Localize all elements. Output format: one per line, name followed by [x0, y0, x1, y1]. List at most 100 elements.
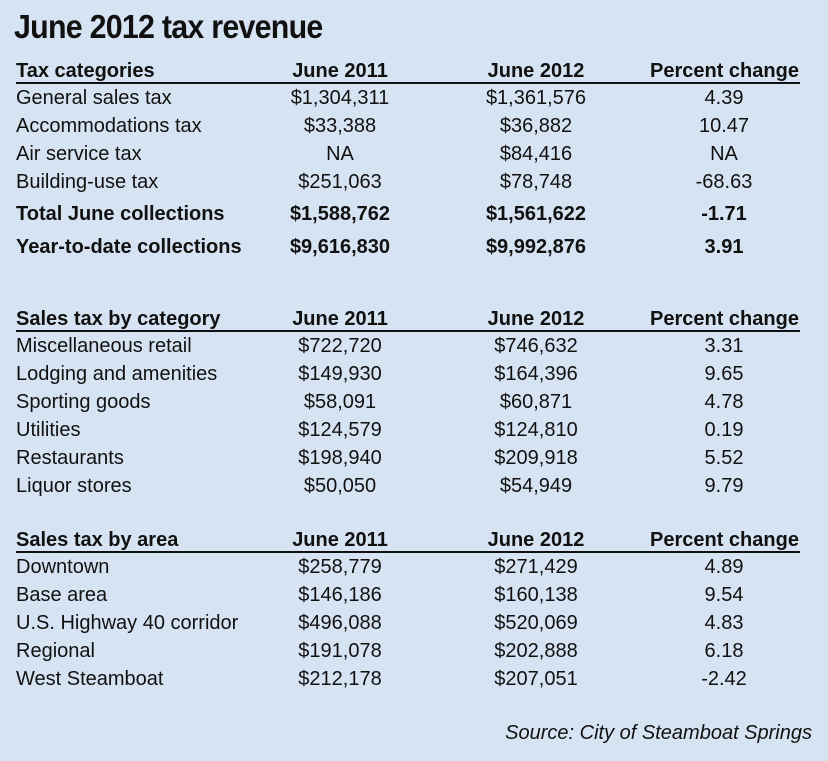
value-2011: $149,930: [298, 363, 382, 385]
percent-change: 0.19: [704, 419, 744, 441]
percent-change: 10.47: [698, 115, 750, 137]
table-row: Miscellaneous retail $722,720 $746,632 3…: [0, 332, 828, 360]
tax-categories-table: Tax categories June 2011 June 2012 Perce…: [0, 58, 828, 262]
value-2011: $251,063: [298, 171, 382, 193]
row-label: Base area: [16, 584, 108, 606]
percent-change: 9.65: [704, 363, 744, 385]
value-2011: $50,050: [303, 475, 377, 497]
value-2012: $520,069: [494, 612, 578, 634]
row-label: Regional: [16, 640, 95, 662]
header-area: Sales tax by area: [16, 529, 800, 553]
header-june-2012: June 2012: [487, 308, 585, 330]
row-label: Air service tax: [16, 143, 142, 165]
value-2012: $36,882: [499, 115, 573, 137]
value-2011: $33,388: [303, 115, 377, 137]
value-2011: $191,078: [298, 640, 382, 662]
value-2012: $271,429: [494, 556, 578, 578]
table-header: Sales tax by category June 2011 June 201…: [0, 306, 828, 332]
value-2011: $124,579: [298, 419, 382, 441]
value-2012: $60,871: [499, 391, 573, 413]
row-label: Total June collections: [16, 203, 225, 225]
value-2012: $746,632: [494, 335, 578, 357]
source-credit: Source: City of Steamboat Springs: [505, 722, 812, 744]
row-label: U.S. Highway 40 corridor: [16, 612, 239, 634]
table-row: Base area $146,186 $160,138 9.54: [0, 581, 828, 609]
value-2012: $9,992,876: [485, 236, 587, 258]
header-percent-change: Percent change: [650, 308, 799, 330]
table-row: Utilities $124,579 $124,810 0.19: [0, 416, 828, 444]
table-row: Air service tax NA $84,416 NA: [0, 140, 828, 168]
value-2011: $9,616,830: [289, 236, 391, 258]
value-2011: $722,720: [298, 335, 382, 357]
value-2012: $54,949: [499, 475, 573, 497]
table-row: West Steamboat $212,178 $207,051 -2.42: [0, 665, 828, 693]
table-row: Building-use tax $251,063 $78,748 -68.63: [0, 168, 828, 196]
value-2012: $209,918: [494, 447, 578, 469]
percent-change: 4.89: [704, 556, 744, 578]
percent-change: 9.54: [704, 584, 744, 606]
row-label: Year-to-date collections: [16, 236, 242, 258]
table-row: Liquor stores $50,050 $54,949 9.79: [0, 472, 828, 500]
value-2011: $258,779: [298, 556, 382, 578]
percent-change: -2.42: [701, 668, 747, 690]
table-row: Lodging and amenities $149,930 $164,396 …: [0, 360, 828, 388]
table-row: Accommodations tax $33,388 $36,882 10.47: [0, 112, 828, 140]
table-header: Sales tax by area June 2011 June 2012 Pe…: [0, 527, 828, 553]
percent-change: 4.83: [704, 612, 744, 634]
value-2011: $146,186: [298, 584, 382, 606]
value-2012: $1,561,622: [485, 203, 587, 225]
table-row: Regional $191,078 $202,888 6.18: [0, 637, 828, 665]
header-june-2011: June 2011: [292, 308, 388, 330]
row-label: Utilities: [16, 419, 81, 441]
row-label: Downtown: [16, 556, 110, 578]
value-2012: $124,810: [494, 419, 578, 441]
table-header: Tax categories June 2011 June 2012 Perce…: [0, 58, 828, 84]
total-row: Year-to-date collections $9,616,830 $9,9…: [0, 229, 828, 262]
row-label: Sporting goods: [16, 391, 151, 413]
table-row: Downtown $258,779 $271,429 4.89: [0, 553, 828, 581]
value-2011: NA: [326, 143, 354, 165]
percent-change: 3.31: [704, 335, 744, 357]
row-label: Liquor stores: [16, 475, 132, 497]
percent-change: 4.39: [704, 87, 744, 109]
table-row: Sporting goods $58,091 $60,871 4.78: [0, 388, 828, 416]
header-june-2012: June 2012: [487, 529, 585, 551]
percent-change: -68.63: [695, 171, 753, 193]
row-label: Accommodations tax: [16, 115, 202, 137]
percent-change: 6.18: [704, 640, 744, 662]
percent-change: 4.78: [704, 391, 744, 413]
total-row: Total June collections $1,588,762 $1,561…: [0, 196, 828, 229]
header-category: Tax categories: [16, 60, 800, 84]
value-2011: $58,091: [303, 391, 377, 413]
value-2012: $202,888: [494, 640, 578, 662]
table-row: Restaurants $198,940 $209,918 5.52: [0, 444, 828, 472]
table-row: U.S. Highway 40 corridor $496,088 $520,0…: [0, 609, 828, 637]
value-2012: $160,138: [494, 584, 578, 606]
header-june-2011: June 2011: [292, 60, 388, 82]
value-2012: $78,748: [499, 171, 573, 193]
row-label: General sales tax: [16, 87, 172, 109]
header-percent-change: Percent change: [650, 60, 799, 82]
value-2011: $212,178: [298, 668, 382, 690]
value-2012: $164,396: [494, 363, 578, 385]
value-2012: $84,416: [499, 143, 573, 165]
row-label: Building-use tax: [16, 171, 159, 193]
percent-change: 5.52: [704, 447, 744, 469]
table-row: General sales tax $1,304,311 $1,361,576 …: [0, 84, 828, 112]
percent-change: 9.79: [704, 475, 744, 497]
value-2012: $1,361,576: [485, 87, 587, 109]
header-june-2011: June 2011: [292, 529, 388, 551]
value-2011: $1,304,311: [290, 87, 390, 109]
row-label: Lodging and amenities: [16, 363, 218, 385]
percent-change: -1.71: [701, 203, 747, 225]
value-2011: $1,588,762: [289, 203, 391, 225]
row-label: Restaurants: [16, 447, 124, 469]
row-label: Miscellaneous retail: [16, 335, 192, 357]
value-2012: $207,051: [494, 668, 578, 690]
header-category: Sales tax by category: [16, 308, 800, 332]
percent-change: NA: [710, 143, 738, 165]
value-2011: $496,088: [298, 612, 382, 634]
value-2011: $198,940: [298, 447, 382, 469]
header-june-2012: June 2012: [487, 60, 585, 82]
row-label: West Steamboat: [16, 668, 164, 690]
